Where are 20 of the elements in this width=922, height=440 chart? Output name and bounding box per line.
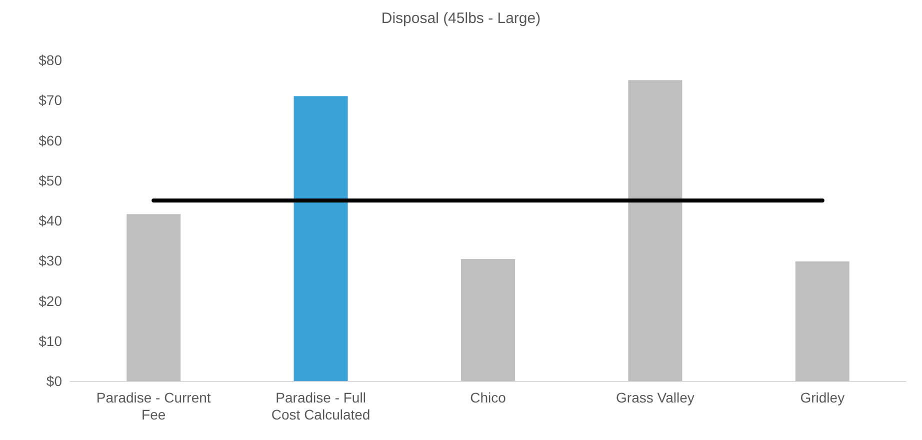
- chart-title: Disposal (45lbs - Large): [381, 10, 541, 27]
- y-tick-label: $50: [38, 172, 62, 188]
- bar: [795, 261, 850, 381]
- x-tick-label: Paradise - Current Fee: [96, 390, 211, 422]
- y-tick-label: $20: [38, 292, 62, 309]
- y-tick-label: $70: [38, 92, 62, 108]
- y-tick-label: $80: [38, 52, 62, 68]
- x-tick-label: Gridley: [800, 390, 845, 406]
- bar: [126, 214, 181, 381]
- x-tick-label: Chico: [470, 390, 506, 406]
- y-tick-label: $10: [38, 332, 62, 349]
- y-tick-label: $60: [38, 132, 62, 148]
- y-tick-label: $40: [38, 212, 62, 228]
- y-tick-label: $30: [38, 252, 62, 269]
- bar: [628, 80, 682, 381]
- bar: [294, 96, 348, 381]
- bar: [461, 259, 515, 381]
- y-tick-label: $0: [46, 373, 62, 389]
- x-tick-label: Paradise - Full Cost Calculated: [271, 390, 370, 422]
- x-tick-label: Grass Valley: [616, 390, 694, 406]
